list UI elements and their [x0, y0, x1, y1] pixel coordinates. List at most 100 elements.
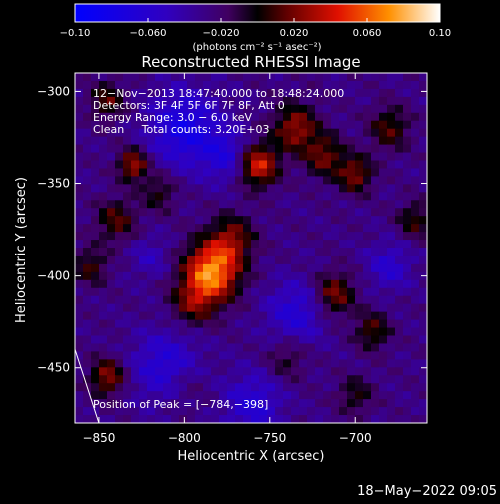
heatmap-cell [155, 208, 164, 217]
heatmap-cell [235, 73, 244, 82]
heatmap-cell [75, 120, 84, 130]
heatmap-cell [323, 351, 332, 360]
heatmap-cell [259, 287, 268, 297]
heatmap-cell [347, 152, 356, 162]
heatmap-cell [83, 184, 92, 193]
heatmap-cell [243, 279, 252, 289]
heatmap-cell [75, 383, 84, 392]
heatmap-cell [363, 399, 372, 408]
heatmap-cell [187, 248, 196, 257]
heatmap-cell [299, 391, 308, 400]
heatmap-cell [275, 295, 284, 305]
heatmap-cell [83, 152, 92, 162]
heatmap-cell [291, 295, 300, 305]
heatmap-cell [387, 263, 396, 273]
heatmap-cell [395, 232, 404, 241]
heatmap-cell [155, 240, 164, 249]
heatmap-cell [275, 112, 284, 122]
heatmap-cell [395, 279, 404, 289]
heatmap-cell [315, 415, 324, 423]
heatmap-cell [203, 104, 212, 114]
heatmap-cell [227, 248, 236, 257]
heatmap-cell [147, 224, 156, 233]
heatmap-cell [243, 359, 252, 368]
annotation-time-range: 12−Nov−2013 18:47:40.000 to 18:48:24.000 [93, 87, 344, 100]
heatmap-cell [75, 128, 84, 138]
heatmap-cell [155, 104, 164, 114]
heatmap-cell [339, 255, 348, 265]
heatmap-cell [235, 112, 244, 122]
heatmap-cell [163, 311, 172, 321]
heatmap-cell [315, 232, 324, 241]
heatmap-cell [99, 120, 108, 130]
heatmap-cell [355, 80, 364, 90]
heatmap-cell [171, 351, 180, 360]
heatmap-cell [171, 407, 180, 416]
heatmap-cell [131, 168, 140, 178]
heatmap-cell [331, 415, 340, 423]
heatmap-cell [355, 391, 364, 400]
heatmap-cell [395, 255, 404, 265]
heatmap-cell [171, 208, 180, 217]
heatmap-cell [299, 152, 308, 162]
heatmap-cell [307, 120, 316, 130]
heatmap-cell [275, 255, 284, 265]
heatmap-cell [395, 399, 404, 408]
heatmap-cell [75, 192, 84, 201]
heatmap-cell [323, 399, 332, 408]
heatmap-cell [147, 367, 156, 376]
heatmap-cell [347, 224, 356, 233]
heatmap-cell [211, 176, 220, 185]
heatmap-cell [363, 391, 372, 400]
heatmap-cell [203, 184, 212, 193]
heatmap-cell [123, 240, 132, 249]
heatmap-cell [355, 343, 364, 353]
heatmap-cell [403, 391, 412, 400]
heatmap-cell [411, 311, 420, 321]
heatmap-cell [83, 399, 92, 408]
heatmap-cell [203, 136, 212, 146]
heatmap-cell [219, 399, 228, 408]
heatmap-cell [403, 327, 412, 337]
heatmap-cell [331, 311, 340, 321]
heatmap-cell [379, 208, 388, 217]
heatmap-cell [75, 303, 84, 313]
heatmap-cell [163, 216, 172, 225]
heatmap-cell [323, 383, 332, 392]
heatmap-cell [219, 216, 228, 225]
heatmap-cell [115, 80, 124, 90]
annotation-energy-range: Energy Range: 3.0 − 6.0 keV [93, 111, 253, 124]
heatmap-cell [243, 192, 252, 201]
heatmap-cell [371, 343, 380, 353]
heatmap-cell [395, 319, 404, 329]
heatmap-cell [379, 88, 388, 98]
heatmap-cell [139, 327, 148, 337]
heatmap-cell [131, 120, 140, 130]
heatmap-cell [371, 335, 380, 345]
heatmap-cell [195, 248, 204, 257]
heatmap-cell [315, 295, 324, 305]
heatmap-cell [115, 240, 124, 249]
heatmap-cell [227, 343, 236, 353]
heatmap-cell [179, 415, 188, 423]
heatmap-cell [243, 343, 252, 353]
heatmap-cell [307, 319, 316, 329]
heatmap-cell [179, 303, 188, 313]
heatmap-cell [83, 263, 92, 273]
heatmap-cell [267, 415, 276, 423]
heatmap-cell [139, 279, 148, 289]
heatmap-cell [395, 303, 404, 313]
heatmap-cell [267, 160, 276, 170]
heatmap-cell [371, 176, 380, 185]
heatmap-cell [379, 319, 388, 329]
heatmap-cell [139, 192, 148, 201]
heatmap-cell [219, 383, 228, 392]
heatmap-cell [259, 88, 268, 98]
heatmap-cell [291, 104, 300, 114]
heatmap-cell [227, 319, 236, 329]
heatmap-cell [315, 279, 324, 289]
heatmap-cell [331, 271, 340, 281]
heatmap-cell [387, 168, 396, 178]
heatmap-cell [251, 383, 260, 392]
heatmap-cell [307, 128, 316, 138]
